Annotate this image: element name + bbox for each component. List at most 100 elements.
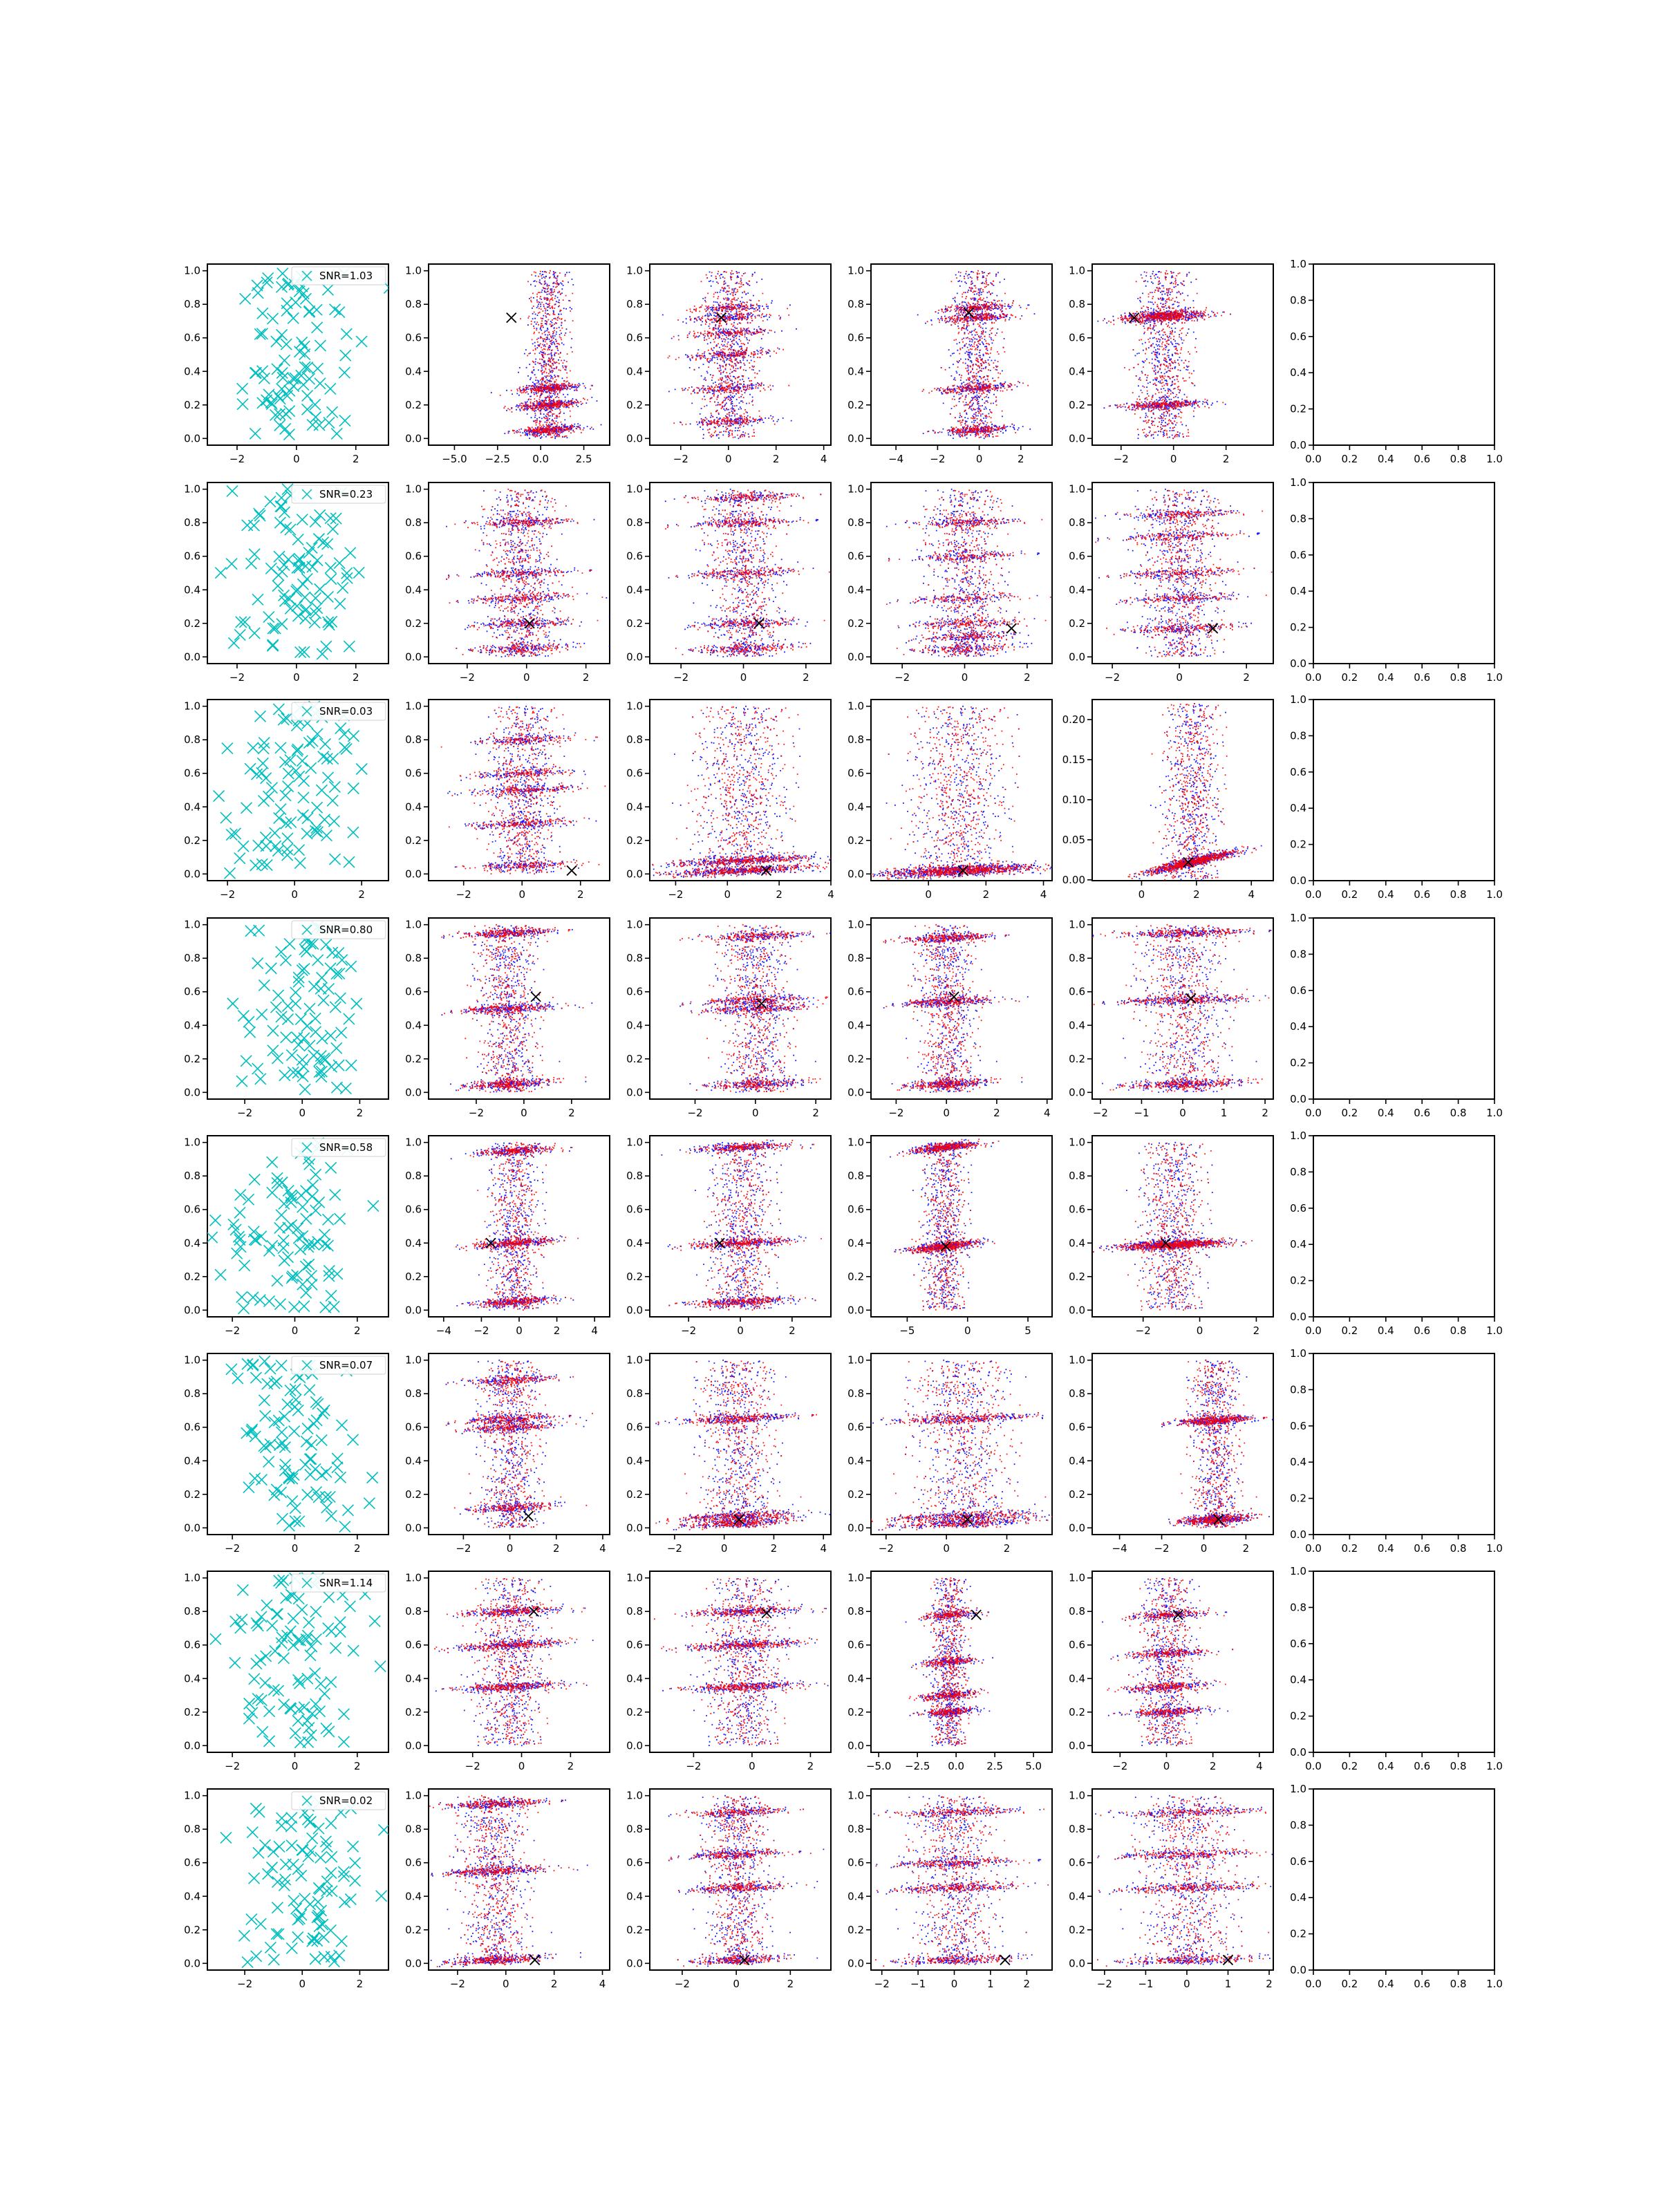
noise-point (258, 1394, 270, 1407)
x-tick-label: −2.5 (485, 453, 510, 465)
axes-frame (1313, 917, 1495, 1100)
noise-point (345, 960, 357, 973)
x-tick-label: 0.6 (1414, 1324, 1430, 1337)
noise-point (257, 742, 270, 755)
noise-point (278, 1698, 290, 1711)
y-tick-label: 0.6 (626, 986, 643, 998)
noise-point (227, 1218, 240, 1230)
noise-point (274, 803, 287, 816)
y-tick-label: 0.4 (405, 1454, 422, 1467)
y-tick-label: 1.0 (1290, 1130, 1306, 1142)
noise-point (328, 815, 340, 827)
noise-point (292, 555, 305, 568)
noise-point (276, 268, 289, 280)
y-tick-label: 0.6 (184, 1639, 200, 1651)
noise-point (292, 975, 305, 988)
red-points (429, 1577, 585, 1745)
scatter-points (1102, 1577, 1234, 1747)
noise-point (293, 1515, 306, 1528)
y-tick-label: 0.0 (847, 1086, 864, 1098)
y-tick-label: 0.0 (1069, 1739, 1085, 1752)
scatter-panel: −2 0 2 4 0.0 0.2 0.4 0.6 0.8 1.0 (626, 263, 832, 465)
noise-point (248, 548, 261, 561)
x-tick-label: 2 (789, 1324, 796, 1337)
legend-marker (301, 1577, 312, 1588)
scatter-points (885, 488, 1051, 657)
y-tick-label: 0.0 (626, 1739, 643, 1752)
noise-point (261, 276, 273, 289)
noise-point (315, 1678, 327, 1690)
scatter-points (890, 1138, 1000, 1311)
y-tick-label: 0.8 (184, 1823, 200, 1835)
noise-point (318, 814, 331, 826)
empty-panel: 0.0 0.2 0.4 0.6 0.8 1.0 0.0 0.2 0.4 0.6 0.8 1.0 (1290, 1347, 1503, 1555)
noise-point (333, 557, 346, 570)
noise-point (209, 1214, 222, 1227)
y-tick-label: 1.0 (847, 1136, 864, 1149)
x-tick-label: 1.0 (1486, 1324, 1503, 1337)
noise-point (341, 1504, 355, 1517)
noise-point (272, 1928, 285, 1940)
y-tick-label: 0.2 (405, 1271, 422, 1283)
noise-point (258, 979, 270, 992)
x-tick-label: 2 (568, 1760, 574, 1772)
noise-point (320, 939, 332, 951)
noise-point (270, 1001, 283, 1013)
noise-point (334, 1471, 347, 1483)
y-tick-label: 0.2 (626, 617, 643, 630)
noise-point (262, 272, 274, 285)
scatter-panel: −2 0 2 4 0.0 0.2 0.4 0.6 0.8 1.0 (1069, 1571, 1274, 1772)
y-tick-label: 0.0 (405, 1304, 422, 1316)
x-tick-label: 2 (1253, 1324, 1260, 1337)
noise-point (266, 312, 279, 325)
x-tick-label: 0 (1170, 453, 1177, 465)
x-tick-label: −2 (220, 888, 235, 901)
noise-point (268, 1377, 281, 1389)
noise-point (303, 1384, 316, 1396)
x-tick-label: 0 (725, 453, 732, 465)
noise-point (347, 1644, 359, 1657)
legend-marker (301, 1142, 312, 1153)
y-tick-label: 0.8 (1069, 1387, 1085, 1400)
y-tick-label: 0.0 (1069, 1957, 1085, 1969)
y-tick-label: 0.6 (847, 767, 864, 780)
noise-point (282, 553, 294, 565)
x-tick-label: 0.8 (1450, 1760, 1467, 1772)
noise-point (241, 1427, 253, 1439)
noise-point (255, 1230, 268, 1243)
noise-point (325, 1867, 337, 1880)
y-tick-label: 0.0 (1290, 1093, 1306, 1105)
x-tick-label: 0.4 (1378, 671, 1394, 684)
y-tick-label: 0.8 (847, 1170, 864, 1182)
x-tick-label: 2 (1018, 453, 1024, 465)
x-tick-label: −2 (474, 1324, 489, 1337)
y-tick-label: 0.0 (184, 650, 200, 663)
x-tick-label: 0 (299, 1978, 306, 1990)
y-tick-label: 0.0 (405, 1086, 422, 1098)
x-tick-label: −2 (1112, 1760, 1127, 1772)
y-tick-label: 0.20 (1062, 713, 1085, 726)
noise-point (220, 1832, 232, 1844)
noise-point (306, 1935, 319, 1947)
y-tick-label: 1.0 (1290, 1565, 1306, 1577)
y-tick-label: 0.6 (626, 332, 643, 344)
y-tick-label: 0.0 (1290, 874, 1306, 887)
noise-point (272, 1685, 285, 1697)
noise-point (245, 557, 258, 570)
x-tick-label: 4 (1256, 1760, 1263, 1772)
x-tick-label: 0 (943, 1107, 950, 1119)
x-tick-label: 0.4 (1378, 1542, 1394, 1555)
noise-point (246, 1423, 259, 1436)
noise-point (296, 336, 308, 349)
noise-point (288, 1469, 300, 1481)
y-tick-label: 1.0 (626, 1136, 643, 1149)
y-tick-label: 0.2 (184, 1053, 200, 1065)
y-tick-label: 0.8 (405, 1387, 422, 1400)
y-tick-label: 0.8 (184, 1605, 200, 1618)
y-tick-label: 0.15 (1062, 753, 1085, 766)
scatter-points (1161, 1359, 1273, 1528)
noise-point (330, 1042, 343, 1054)
noise-point (326, 946, 339, 959)
noise-point (323, 1264, 335, 1277)
